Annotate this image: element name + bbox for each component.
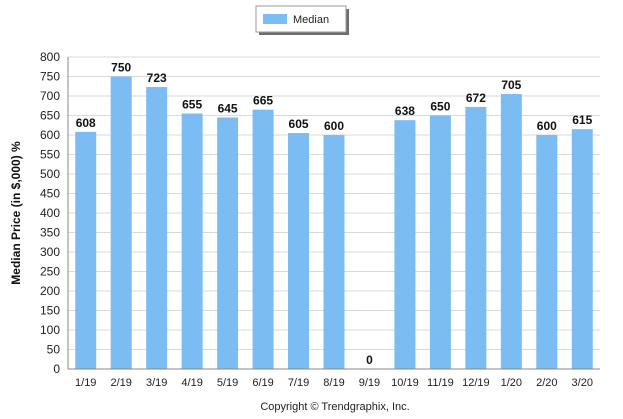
y-tick-label: 600 — [40, 128, 60, 142]
y-tick-label: 800 — [40, 50, 60, 64]
bar-2-20 — [536, 135, 558, 369]
bar-3-19 — [146, 87, 168, 369]
bar-5-19 — [217, 117, 239, 369]
y-tick-label: 550 — [40, 148, 60, 162]
x-tick-label: 3/19 — [146, 377, 167, 389]
y-tick-label: 0 — [53, 362, 60, 376]
legend-label-median: Median — [293, 14, 329, 26]
bar-10-19 — [394, 120, 416, 370]
bar-4-19 — [181, 113, 203, 369]
y-tick-label: 50 — [47, 343, 61, 357]
y-tick-label: 350 — [40, 226, 60, 240]
x-tick-label: 12/19 — [462, 377, 490, 389]
y-tick-label: 400 — [40, 206, 60, 220]
bar-6-19 — [252, 109, 274, 370]
data-label-2-20: 600 — [537, 119, 557, 133]
y-tick-label: 500 — [40, 167, 60, 181]
data-label-10-19: 638 — [395, 104, 415, 118]
y-axis-ticks: 0 50 100 150 200 250 300 350 400 450 500 550 600 650 7… — [40, 50, 60, 376]
y-tick-label: 300 — [40, 245, 60, 259]
data-label-1-20: 705 — [501, 78, 521, 92]
x-tick-label: 1/20 — [501, 377, 522, 389]
x-tick-label: 9/19 — [359, 377, 380, 389]
bar-12-19 — [465, 106, 487, 370]
x-tick-label: 7/19 — [288, 377, 309, 389]
y-tick-label: 100 — [40, 323, 60, 337]
data-label-2-19: 750 — [111, 61, 131, 75]
bar-2-19 — [110, 76, 132, 369]
y-axis-label: Median Price (in $,000) % — [9, 141, 23, 285]
bar-1-20 — [500, 94, 522, 370]
bar-8-19 — [323, 135, 345, 369]
x-tick-label: 10/19 — [391, 377, 419, 389]
data-label-9-19: 0 — [366, 353, 373, 367]
bar-11-19 — [429, 115, 451, 369]
x-tick-label: 2/19 — [110, 377, 131, 389]
data-labels: 608 750 723 655 645 665 605 600 0 638 650 672 705 600… — [76, 61, 593, 368]
bars — [75, 76, 593, 370]
x-tick-label: 2/20 — [536, 377, 557, 389]
x-axis-ticks: 1/19 2/19 3/19 4/19 5/19 6/19 7/19 8/19 9/19 10/1… — [75, 377, 593, 389]
x-tick-label: 11/19 — [427, 377, 454, 389]
copyright-text: Copyright © Trendgraphix, Inc. — [260, 401, 409, 413]
x-tick-label: 4/19 — [181, 377, 202, 389]
y-tick-label: 150 — [40, 304, 60, 318]
legend: Median — [255, 5, 349, 35]
y-tick-label: 750 — [40, 70, 60, 84]
x-tick-label: 6/19 — [252, 377, 273, 389]
data-label-11-19: 650 — [430, 100, 450, 114]
y-tick-label: 200 — [40, 284, 60, 298]
y-tick-label: 650 — [40, 109, 60, 123]
x-tick-label: 3/20 — [572, 377, 593, 389]
data-label-8-19: 600 — [324, 119, 344, 133]
legend-swatch — [263, 14, 287, 24]
data-label-3-20: 615 — [572, 113, 592, 127]
y-tick-label: 250 — [40, 265, 60, 279]
y-tick-label: 700 — [40, 89, 60, 103]
x-tick-label: 1/19 — [75, 377, 96, 389]
y-tick-label: 450 — [40, 187, 60, 201]
data-label-5-19: 645 — [218, 101, 238, 115]
data-label-12-19: 672 — [466, 91, 486, 105]
data-label-4-19: 655 — [182, 98, 202, 112]
data-label-3-19: 723 — [147, 71, 167, 85]
bar-7-19 — [288, 133, 310, 369]
data-label-6-19: 665 — [253, 94, 273, 108]
bar-3-20 — [571, 129, 593, 369]
bar-1-19 — [75, 131, 97, 369]
data-label-1-19: 608 — [76, 116, 96, 130]
x-tick-label: 8/19 — [323, 377, 344, 389]
data-label-7-19: 605 — [289, 117, 309, 131]
x-tick-label: 5/19 — [217, 377, 238, 389]
